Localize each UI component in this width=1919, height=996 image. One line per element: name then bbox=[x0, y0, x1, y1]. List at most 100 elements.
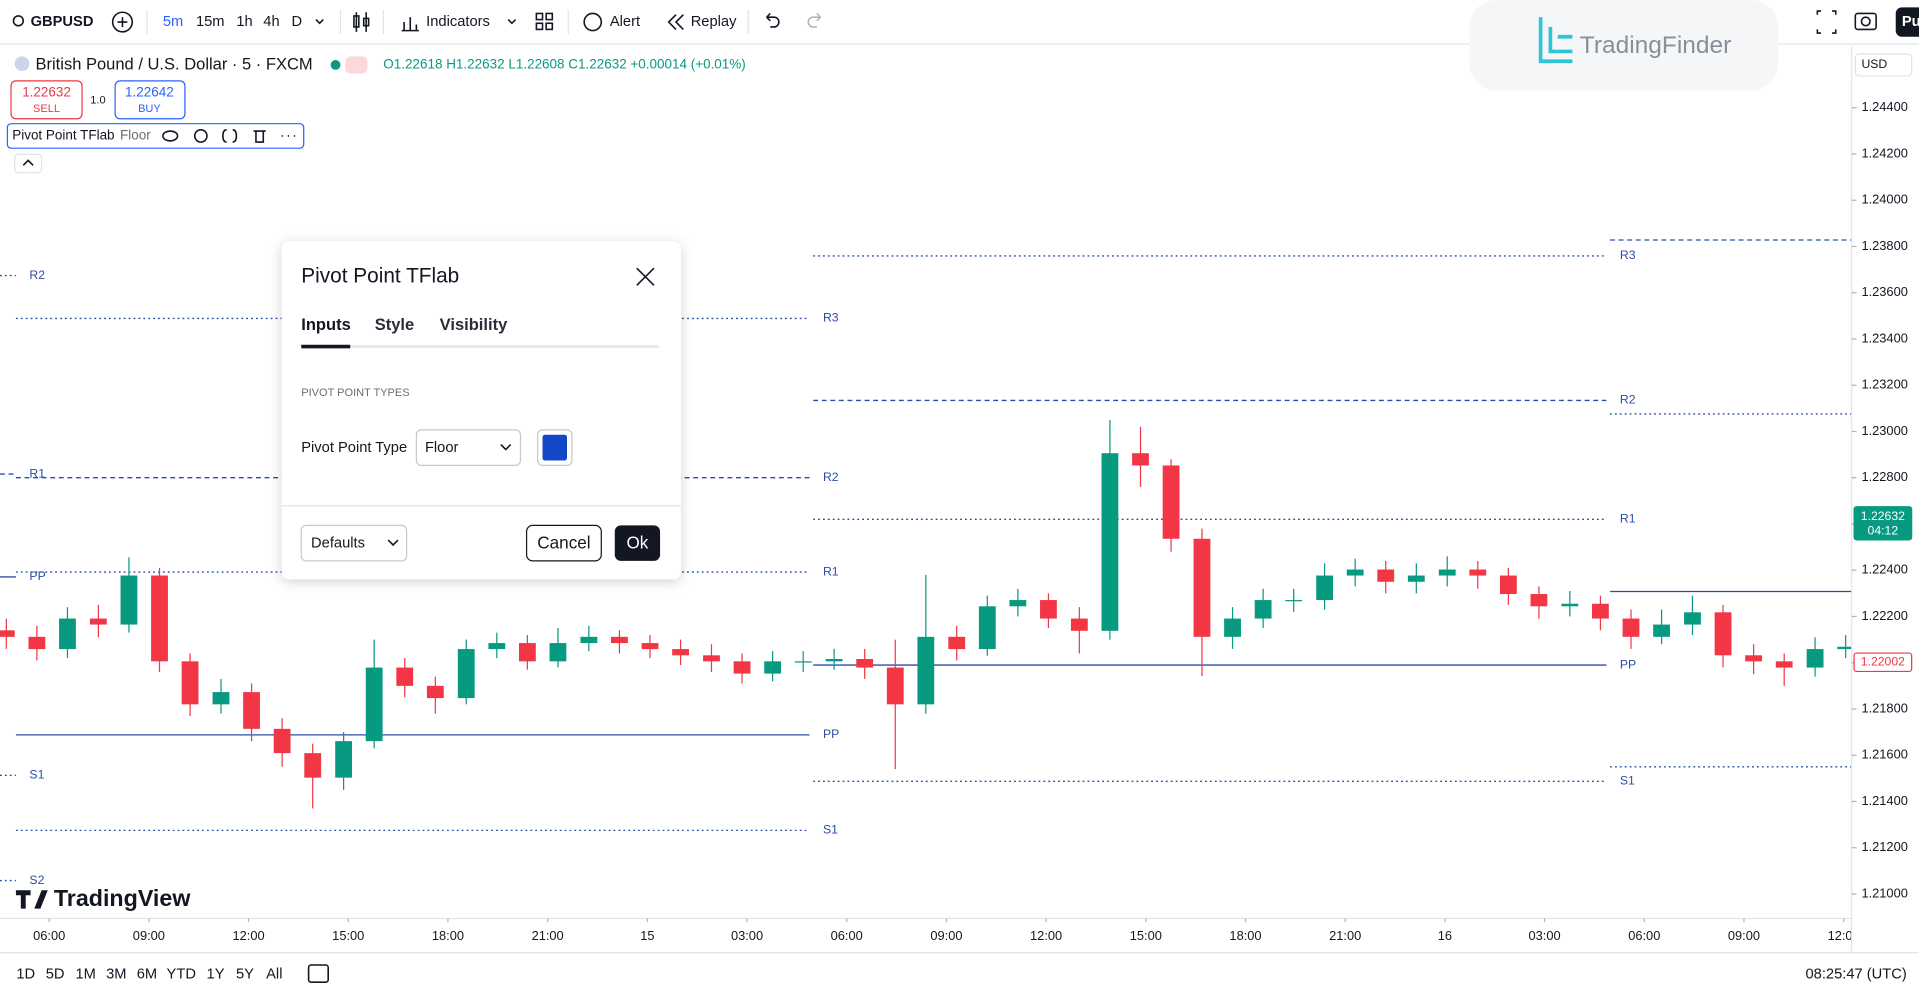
candle-body bbox=[1561, 603, 1579, 607]
candle-body bbox=[0, 630, 15, 637]
candle-body bbox=[1714, 612, 1732, 656]
fullscreen-icon[interactable] bbox=[1816, 10, 1837, 34]
delete-icon[interactable] bbox=[253, 130, 266, 143]
add-symbol-plus bbox=[117, 17, 128, 27]
range-button[interactable]: 1Y bbox=[207, 967, 225, 983]
layout-icon bbox=[535, 22, 544, 31]
brand-name: TradingView bbox=[54, 885, 191, 911]
chart-type-icon[interactable] bbox=[353, 12, 370, 32]
pivot-label: PP bbox=[1620, 657, 1636, 671]
cancel-button[interactable] bbox=[525, 524, 602, 562]
alert-icon[interactable] bbox=[583, 12, 603, 32]
snapshot-icon[interactable] bbox=[1854, 12, 1877, 31]
tab[interactable]: Visibility bbox=[440, 315, 508, 334]
replay-icon[interactable] bbox=[667, 14, 684, 30]
publish-button[interactable] bbox=[1895, 7, 1919, 37]
price-tag bbox=[1853, 652, 1913, 673]
collapse-button[interactable] bbox=[14, 153, 43, 174]
search-icon[interactable] bbox=[12, 15, 25, 27]
type-select[interactable] bbox=[415, 429, 522, 466]
ohlc-values: O1.22618 H1.22632 L1.22608 C1.22632 +0.0… bbox=[383, 56, 745, 71]
layout-icon[interactable] bbox=[535, 12, 544, 21]
cancel-label: Cancel bbox=[537, 532, 590, 552]
candle-body bbox=[1193, 538, 1211, 637]
symbol[interactable]: GBPUSD bbox=[31, 14, 94, 30]
interval[interactable]: 15m bbox=[196, 14, 225, 30]
brand: TradingView bbox=[15, 885, 191, 911]
x-tick-label: 06:00 bbox=[33, 928, 65, 943]
candle-body bbox=[641, 643, 659, 650]
indicator-name: Pivot Point TFlab bbox=[12, 127, 114, 142]
indicators-chevron[interactable] bbox=[507, 19, 517, 25]
close-button[interactable] bbox=[636, 267, 655, 286]
add-symbol-icon[interactable] bbox=[111, 11, 134, 33]
interval[interactable]: 4h bbox=[263, 14, 279, 30]
candle-body bbox=[672, 649, 689, 656]
interval[interactable]: 1h bbox=[236, 14, 252, 30]
settings-icon[interactable] bbox=[193, 129, 208, 143]
buy-button[interactable] bbox=[114, 80, 186, 120]
symbol-title[interactable]: British Pound / U.S. Dollar · 5 · FXCM bbox=[36, 54, 313, 73]
y-tick-label: 1.23000 bbox=[1861, 423, 1907, 438]
range-button[interactable]: 5D bbox=[46, 967, 65, 983]
range-button[interactable]: 5Y bbox=[236, 967, 254, 983]
candle-body bbox=[304, 753, 322, 778]
collapse-icon bbox=[22, 159, 34, 166]
candle-body bbox=[1070, 618, 1088, 631]
buy-price: 1.22642 bbox=[125, 85, 174, 100]
candle-body bbox=[1346, 569, 1364, 576]
alert-button[interactable]: Alert bbox=[610, 14, 640, 30]
candle-body bbox=[365, 667, 383, 742]
y-tick-label: 1.24200 bbox=[1861, 145, 1907, 160]
y-tick-label: 1.24000 bbox=[1861, 192, 1907, 207]
price-tag-label: 1.22632 bbox=[1861, 509, 1905, 523]
candle-body bbox=[1162, 465, 1180, 539]
time-axis: 06:00 09:00 12:00 15:00 18:00 21:00 15 03:00 06:… bbox=[0, 917, 1919, 944]
candle-body bbox=[212, 692, 230, 705]
y-tick-label: 1.21200 bbox=[1861, 839, 1907, 854]
ok-button[interactable] bbox=[614, 525, 661, 561]
visibility-icon[interactable] bbox=[162, 130, 179, 142]
x-tick-label: 09:00 bbox=[133, 928, 165, 943]
bottom-bar: 08:25:47 (UTC) 1D 5D 1M 3M 6M YTD 1Y 5Y All bbox=[0, 952, 1919, 996]
range-button[interactable]: YTD bbox=[167, 967, 196, 983]
x-tick-label: 03:00 bbox=[1529, 928, 1561, 943]
pivot-label: S1 bbox=[823, 823, 838, 837]
undo-icon[interactable] bbox=[766, 12, 780, 28]
date-range-icon[interactable] bbox=[307, 964, 329, 983]
range-button[interactable]: 6M bbox=[137, 967, 157, 983]
range-button[interactable]: 1M bbox=[76, 967, 96, 983]
tab[interactable]: Inputs bbox=[301, 315, 351, 334]
candle-body bbox=[89, 618, 107, 625]
source-icon[interactable] bbox=[222, 129, 238, 143]
clock[interactable]: 08:25:47 (UTC) bbox=[1806, 967, 1907, 983]
interval-chevron[interactable] bbox=[315, 19, 324, 25]
candle-body bbox=[1101, 453, 1119, 631]
replay-button[interactable]: Replay bbox=[691, 14, 737, 30]
bottom-bar-bg bbox=[0, 952, 1919, 996]
range-button[interactable]: 3M bbox=[106, 967, 126, 983]
candle-body bbox=[1009, 600, 1027, 607]
layout-icon bbox=[545, 12, 554, 21]
quantity: 1.0 bbox=[90, 94, 105, 106]
pivot-label: R2 bbox=[29, 268, 45, 282]
symbol-flag bbox=[14, 56, 30, 72]
candle-body bbox=[1775, 661, 1793, 668]
currency-box[interactable] bbox=[1854, 53, 1913, 77]
candle-body bbox=[1745, 655, 1763, 662]
range-button[interactable]: All bbox=[266, 967, 282, 983]
sell-button[interactable] bbox=[10, 80, 83, 120]
indicators-button[interactable]: Indicators bbox=[426, 14, 490, 30]
candle-body bbox=[978, 606, 996, 650]
defaults-button[interactable] bbox=[300, 524, 408, 562]
candle-body bbox=[794, 661, 812, 663]
x-tick-label: 18:00 bbox=[1229, 928, 1261, 943]
x-tick-label: 21:00 bbox=[1329, 928, 1361, 943]
range-button[interactable]: 1D bbox=[16, 967, 35, 983]
tab[interactable]: Style bbox=[375, 315, 414, 334]
indicators-icon[interactable] bbox=[401, 17, 419, 32]
indicator-row[interactable] bbox=[6, 123, 305, 149]
redo-icon[interactable] bbox=[807, 12, 822, 28]
interval[interactable]: 5m bbox=[163, 14, 183, 30]
interval[interactable]: D bbox=[291, 14, 302, 30]
